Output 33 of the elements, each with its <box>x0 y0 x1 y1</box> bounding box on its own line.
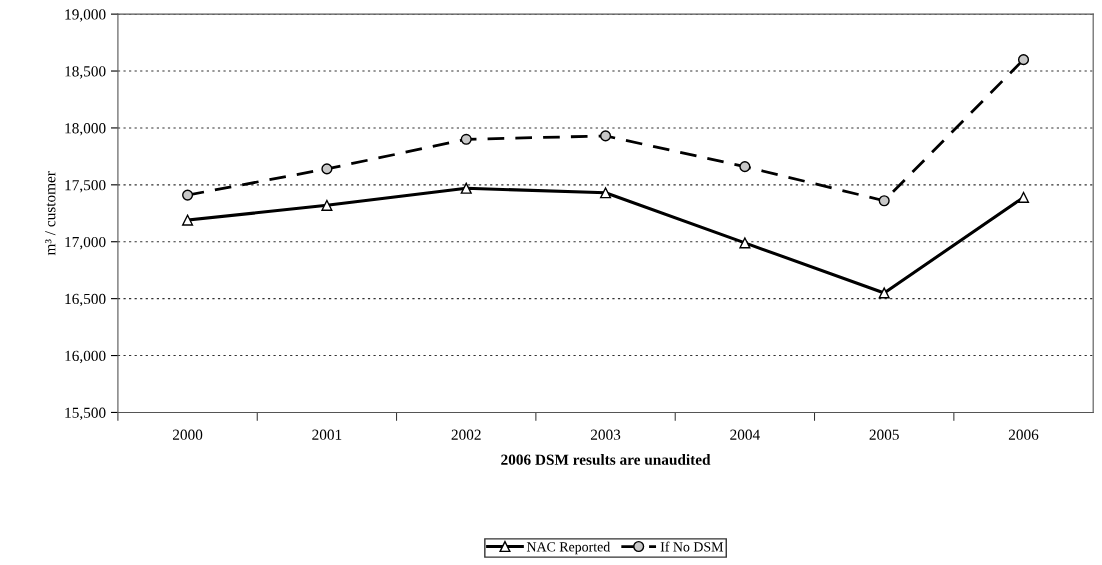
y-tick-label: 17,000 <box>65 236 106 250</box>
x-tick-label: 2004 <box>730 429 760 440</box>
y-tick-label: 15,500 <box>65 407 106 421</box>
point <box>321 199 333 211</box>
y-tick-label: 16,000 <box>65 350 106 364</box>
point <box>739 237 751 249</box>
point <box>878 287 890 299</box>
x-tick-label: 2006 <box>1008 429 1039 440</box>
point <box>460 133 472 145</box>
legend-label: If No DSM <box>660 541 724 552</box>
x-tick-label: 2005 <box>869 429 899 440</box>
point <box>321 163 333 175</box>
y-tick-label: 17,500 <box>65 179 106 193</box>
point <box>878 195 890 207</box>
y-tick-label: 19,000 <box>65 9 106 22</box>
x-tick-label: 2002 <box>451 429 481 440</box>
point <box>182 189 194 201</box>
x-tick-label: 2003 <box>590 429 621 440</box>
point <box>599 187 612 199</box>
legend-label: NAC Reported <box>526 541 611 555</box>
point <box>599 130 612 142</box>
point <box>460 182 472 194</box>
y-tick-label: 16,500 <box>65 293 106 307</box>
point <box>182 214 194 226</box>
point <box>739 161 751 173</box>
point <box>1017 191 1030 203</box>
y-tick-label: 18,500 <box>65 66 106 79</box>
x-tick-label: 2000 <box>172 429 203 440</box>
point <box>1017 54 1030 66</box>
x-axis-title: 2006 DSM results are unaudited <box>501 454 711 465</box>
y-tick-label: 18,000 <box>65 123 106 136</box>
y-axis-title: m³ / customer <box>45 171 56 256</box>
x-tick-label: 2001 <box>312 429 342 440</box>
